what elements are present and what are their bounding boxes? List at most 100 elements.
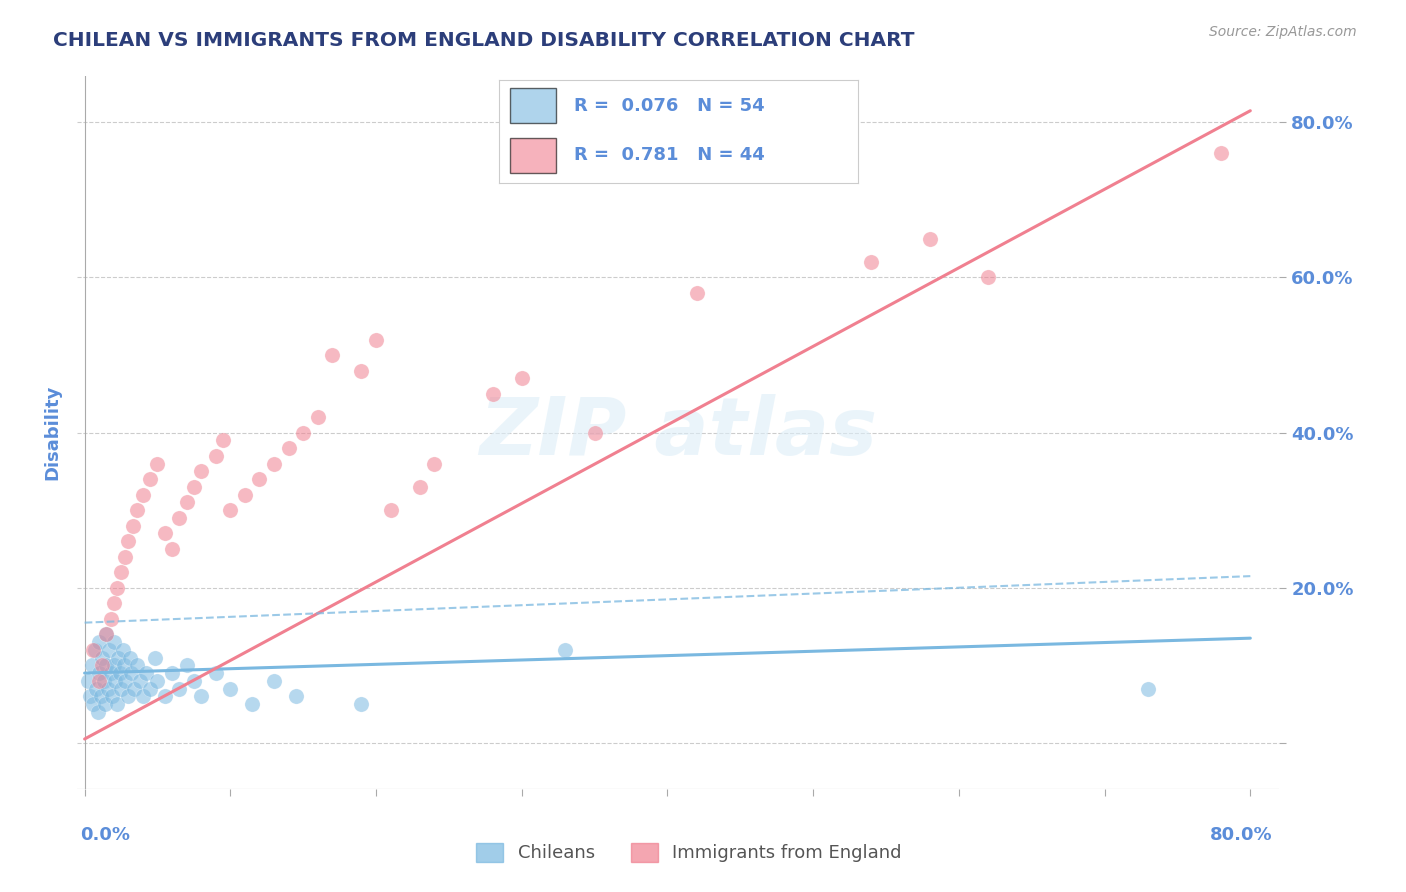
Point bbox=[233, 488, 256, 502]
Point bbox=[100, 612, 122, 626]
Point bbox=[153, 690, 176, 704]
Point bbox=[350, 697, 373, 711]
Y-axis label: Disability: Disability bbox=[44, 385, 62, 480]
Point bbox=[120, 666, 142, 681]
Point bbox=[122, 681, 145, 696]
Point bbox=[143, 650, 166, 665]
Point bbox=[409, 480, 432, 494]
Point bbox=[1137, 681, 1160, 696]
Point bbox=[114, 673, 136, 688]
Point bbox=[169, 511, 191, 525]
Point bbox=[918, 232, 941, 246]
Point bbox=[135, 666, 157, 681]
Point bbox=[118, 650, 141, 665]
Point bbox=[79, 690, 101, 704]
Point bbox=[91, 650, 114, 665]
Point bbox=[129, 673, 152, 688]
Point bbox=[1211, 146, 1233, 161]
Point bbox=[112, 658, 135, 673]
Point bbox=[89, 666, 111, 681]
Point bbox=[103, 658, 125, 673]
Point bbox=[219, 503, 242, 517]
Point bbox=[132, 690, 155, 704]
Point bbox=[212, 434, 235, 448]
Point bbox=[160, 666, 183, 681]
Point bbox=[117, 690, 139, 704]
Point bbox=[321, 348, 343, 362]
Point bbox=[860, 255, 883, 269]
Point bbox=[110, 681, 132, 696]
Text: 80.0%: 80.0% bbox=[1209, 826, 1272, 844]
Point bbox=[153, 526, 176, 541]
Point bbox=[284, 690, 307, 704]
Point bbox=[105, 581, 128, 595]
Point bbox=[100, 666, 122, 681]
Point bbox=[183, 480, 205, 494]
Point bbox=[97, 681, 120, 696]
Point bbox=[190, 690, 212, 704]
Point bbox=[190, 464, 212, 478]
Point bbox=[423, 457, 446, 471]
Legend: Chileans, Immigrants from England: Chileans, Immigrants from England bbox=[468, 836, 910, 870]
Point bbox=[160, 541, 183, 556]
Point bbox=[132, 488, 155, 502]
Point bbox=[240, 697, 263, 711]
Point bbox=[263, 457, 285, 471]
Point bbox=[481, 387, 503, 401]
Point bbox=[103, 635, 125, 649]
FancyBboxPatch shape bbox=[510, 137, 557, 173]
Point bbox=[101, 690, 124, 704]
Point bbox=[87, 705, 110, 719]
Point bbox=[91, 658, 114, 673]
Text: R =  0.781   N = 44: R = 0.781 N = 44 bbox=[575, 146, 765, 164]
Point bbox=[80, 658, 103, 673]
Point bbox=[307, 410, 329, 425]
Point bbox=[82, 642, 104, 657]
Point bbox=[263, 673, 285, 688]
Point bbox=[125, 658, 148, 673]
Point bbox=[183, 673, 205, 688]
Point bbox=[111, 642, 134, 657]
Point bbox=[125, 503, 148, 517]
Point bbox=[583, 425, 606, 440]
Text: CHILEAN VS IMMIGRANTS FROM ENGLAND DISABILITY CORRELATION CHART: CHILEAN VS IMMIGRANTS FROM ENGLAND DISAB… bbox=[53, 31, 915, 50]
Point bbox=[364, 333, 387, 347]
Point bbox=[685, 285, 707, 300]
Point bbox=[350, 363, 373, 377]
Point bbox=[83, 642, 105, 657]
Point bbox=[89, 635, 111, 649]
Point bbox=[108, 666, 131, 681]
Point bbox=[219, 681, 242, 696]
Point bbox=[82, 697, 104, 711]
Text: R =  0.076   N = 54: R = 0.076 N = 54 bbox=[575, 97, 765, 115]
Point bbox=[176, 658, 198, 673]
Point bbox=[249, 472, 271, 486]
Point bbox=[93, 673, 115, 688]
FancyBboxPatch shape bbox=[510, 88, 557, 123]
Text: 0.0%: 0.0% bbox=[80, 826, 131, 844]
Point bbox=[146, 673, 169, 688]
Point bbox=[76, 673, 98, 688]
Point bbox=[292, 425, 315, 440]
Point bbox=[977, 270, 1000, 285]
Point bbox=[96, 627, 118, 641]
Point bbox=[89, 673, 111, 688]
Point bbox=[105, 697, 128, 711]
Point bbox=[139, 472, 162, 486]
Point bbox=[114, 549, 136, 564]
Point bbox=[110, 566, 132, 580]
Point bbox=[510, 371, 533, 385]
Point bbox=[104, 673, 127, 688]
Point bbox=[98, 642, 121, 657]
Point bbox=[380, 503, 402, 517]
Point bbox=[103, 596, 125, 610]
Point bbox=[554, 642, 576, 657]
Point bbox=[117, 534, 139, 549]
Point bbox=[204, 666, 226, 681]
Point bbox=[146, 457, 169, 471]
Point bbox=[139, 681, 162, 696]
Point bbox=[107, 650, 129, 665]
Point bbox=[90, 690, 112, 704]
Text: Source: ZipAtlas.com: Source: ZipAtlas.com bbox=[1209, 25, 1357, 39]
Point bbox=[96, 658, 118, 673]
